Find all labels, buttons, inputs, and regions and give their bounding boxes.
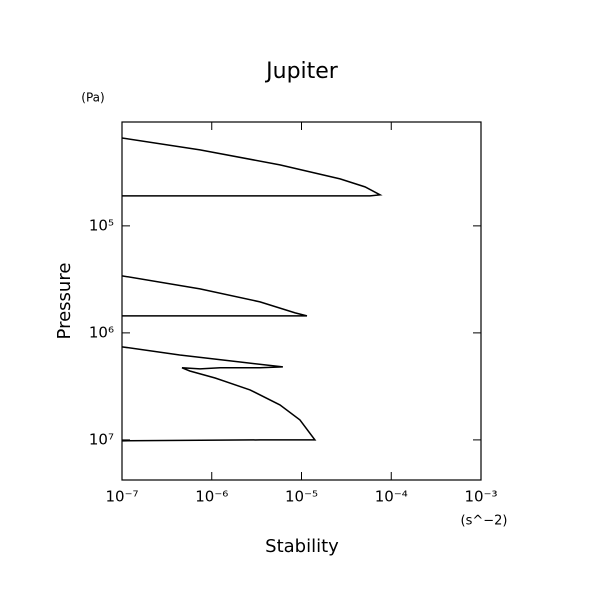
line-series [121, 137, 383, 442]
x-tick-label: 10⁻⁶ [195, 488, 228, 506]
x-tick-label: 10⁻⁴ [375, 488, 408, 506]
y-axis-label: Pressure [54, 263, 75, 340]
y-tick-label: 10⁵ [89, 216, 114, 234]
x-tick-label: 10⁻³ [464, 488, 497, 506]
y-tick-label: 10⁷ [89, 430, 114, 448]
x-axis-label: Stability [265, 536, 339, 557]
x-tick-label: 10⁻⁷ [105, 488, 138, 506]
x-tick-label: 10⁻⁵ [285, 488, 318, 506]
plot-frame [121, 121, 482, 481]
y-unit: (Pa) [81, 91, 104, 105]
chart-title: Jupiter [264, 59, 339, 84]
x-unit: (s^−2) [461, 514, 508, 529]
y-tick-label: 10⁶ [89, 323, 114, 341]
